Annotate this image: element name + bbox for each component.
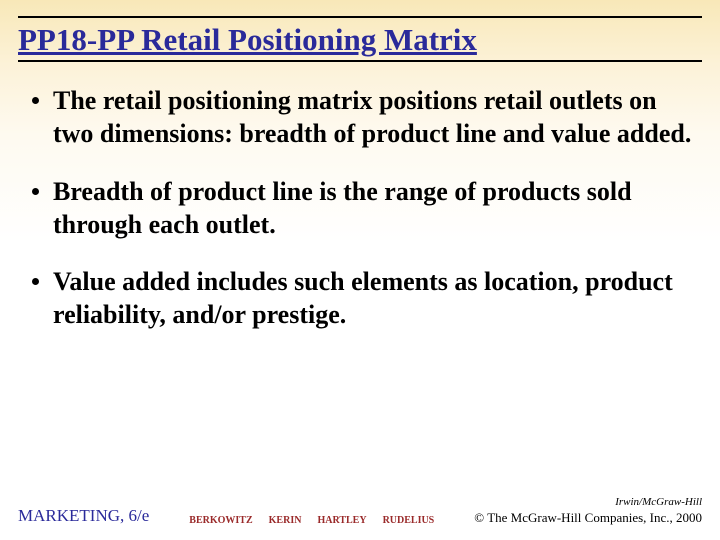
footer-author-name: KERIN (269, 515, 302, 526)
footer-author-name: RUDELIUS (383, 515, 435, 526)
footer-authors: BERKOWITZ KERIN HARTLEY RUDELIUS (149, 515, 474, 526)
footer-author-name: BERKOWITZ (189, 515, 252, 526)
slide-title: PP18-PP Retail Positioning Matrix (18, 18, 702, 60)
bullet-item: Breadth of product line is the range of … (32, 175, 694, 242)
bullet-item: Value added includes such elements as lo… (32, 265, 694, 332)
footer: MARKETING, 6/e BERKOWITZ KERIN HARTLEY RUDE… (0, 496, 720, 526)
bullet-list: The retail positioning matrix positions … (18, 62, 702, 332)
footer-left: MARKETING, 6/e (18, 506, 149, 526)
footer-publisher: Irwin/McGraw-Hill (474, 496, 702, 510)
bullet-dot-icon (32, 188, 39, 195)
bullet-text: The retail positioning matrix positions … (53, 84, 694, 151)
bullet-dot-icon (32, 97, 39, 104)
footer-right: Irwin/McGraw-Hill © The McGraw-Hill Comp… (474, 496, 702, 526)
slide: PP18-PP Retail Positioning Matrix The re… (0, 0, 720, 540)
footer-copyright: © The McGraw-Hill Companies, Inc., 2000 (474, 510, 702, 526)
bullet-item: The retail positioning matrix positions … (32, 84, 694, 151)
bullet-dot-icon (32, 278, 39, 285)
bullet-text: Breadth of product line is the range of … (53, 175, 694, 242)
bullet-text: Value added includes such elements as lo… (53, 265, 694, 332)
footer-author-name: HARTLEY (317, 515, 366, 526)
